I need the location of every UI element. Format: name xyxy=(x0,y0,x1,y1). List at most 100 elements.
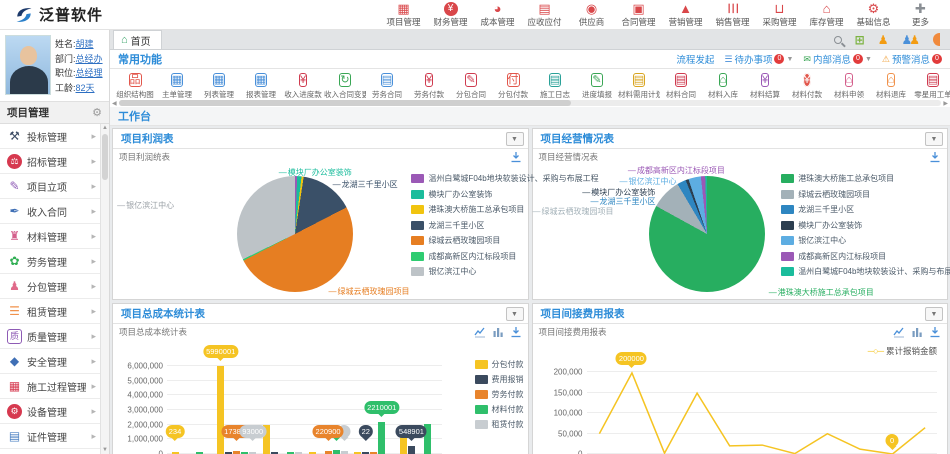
profile-field-value[interactable]: 总经理 xyxy=(75,68,103,79)
sidebar-item-partial[interactable]: ◍▸ xyxy=(0,449,100,454)
download-icon[interactable] xyxy=(510,326,522,338)
scroll-right-icon[interactable]: ▶ xyxy=(943,100,948,107)
function-item-6[interactable]: ▤ 劳务合同 xyxy=(366,70,408,99)
top-nav-item-9[interactable]: ⌂ 库存管理 xyxy=(803,2,850,27)
function-item-0[interactable]: 品组织结构图 xyxy=(114,70,156,99)
sidebar-item-质量管理[interactable]: 质质量管理 ▸ xyxy=(0,324,100,349)
line-chart-icon[interactable] xyxy=(473,326,486,338)
bar-材料付款[interactable] xyxy=(195,452,203,454)
function-item-2[interactable]: ▦ 列表管理 xyxy=(198,70,240,99)
bar-材料付款[interactable] xyxy=(241,452,249,454)
scroll-down-icon[interactable]: ▼ xyxy=(102,447,108,453)
bar-租赁付款[interactable] xyxy=(249,452,257,454)
function-item-1[interactable]: ▦ 主单管理 xyxy=(156,70,198,99)
top-nav-item-6[interactable]: ▲ 营销管理 xyxy=(662,2,709,27)
function-item-4[interactable]: ¥ 收入进度款 xyxy=(282,70,324,99)
top-nav-item-11[interactable]: ✚ 更多 xyxy=(897,2,944,27)
sidebar-item-招标管理[interactable]: ⚖ 招标管理 ▸ xyxy=(0,149,100,174)
sidebar-item-分包管理[interactable]: ♟ 分包管理 ▸ xyxy=(0,274,100,299)
top-nav-item-2[interactable]: ◕ 成本管理 xyxy=(474,2,521,27)
function-item-10[interactable]: ▤ 施工日志 xyxy=(534,70,576,99)
tab-home[interactable]: ⌂ 首页 xyxy=(113,30,162,49)
bar-chart-icon[interactable] xyxy=(911,326,923,338)
panel-dropdown-button[interactable]: ▼ xyxy=(505,131,524,146)
function-item-12[interactable]: ▤ 材料需用计划 xyxy=(618,70,660,99)
sidebar-item-收入合同[interactable]: ✒ 收入合同 ▸ xyxy=(0,199,100,224)
function-item-9[interactable]: 付分包付款 xyxy=(492,70,534,99)
app-icon-partial[interactable] xyxy=(933,33,940,46)
panel-dropdown-button[interactable]: ▼ xyxy=(925,131,943,146)
top-nav-item-5[interactable]: ▣ 合同管理 xyxy=(615,2,662,27)
bar-材料付款[interactable] xyxy=(332,450,340,454)
sidebar-item-材料管理[interactable]: ♜ 材料管理 ▸ xyxy=(0,224,100,249)
search-icon[interactable] xyxy=(833,35,842,44)
bar-材料付款[interactable] xyxy=(286,452,294,454)
bar-费用报销[interactable] xyxy=(270,451,278,454)
function-item-17[interactable]: ⌂ 材料申领 xyxy=(828,70,870,99)
profile-field-value[interactable]: 胡建 xyxy=(75,39,94,49)
sidebar-item-设备管理[interactable]: ⚙ 设备管理 ▸ xyxy=(0,399,100,424)
function-item-11[interactable]: ✎ 进度填报 xyxy=(576,70,618,99)
bar-费用报销[interactable] xyxy=(225,451,233,454)
profile-field-value[interactable]: 82天 xyxy=(75,82,95,93)
panel-dropdown-button[interactable]: ▼ xyxy=(925,306,943,321)
scroll-left-icon[interactable]: ◀ xyxy=(112,100,117,107)
function-item-3[interactable]: ▦ 报表管理 xyxy=(240,70,282,99)
bar-劳务付款[interactable] xyxy=(233,451,241,454)
top-nav-item-0[interactable]: ▦ 项目管理 xyxy=(380,2,427,27)
fullscreen-icon[interactable]: ⊞ xyxy=(854,32,865,47)
bar-劳务付款[interactable] xyxy=(370,452,378,454)
top-nav-item-10[interactable]: ⚙ 基础信息 xyxy=(850,2,897,27)
download-icon[interactable] xyxy=(929,326,941,338)
function-item-7[interactable]: ¥ 劳务付款 xyxy=(408,70,450,99)
top-nav-item-1[interactable]: ¥ 财务管理 xyxy=(427,2,474,27)
bar-费用报销[interactable] xyxy=(362,452,370,454)
process-start-link[interactable]: 流程发起 xyxy=(676,55,715,66)
alert-message-menu[interactable]: ⚠ 预警消息 0 xyxy=(882,52,942,66)
sidebar-item-租赁管理[interactable]: ☰ 租赁管理 ▸ xyxy=(0,299,100,324)
sidebar-scrollbar[interactable]: ▲ ▼ xyxy=(100,124,109,454)
download-icon[interactable] xyxy=(929,151,941,163)
bar-分包付款[interactable] xyxy=(171,452,179,454)
panel-dropdown-button[interactable]: ▼ xyxy=(505,306,524,321)
bar-chart-icon[interactable] xyxy=(492,326,504,338)
scroll-up-icon[interactable]: ▲ xyxy=(102,125,108,131)
function-item-13[interactable]: ▤ 材料合同 xyxy=(660,70,702,99)
top-nav-item-4[interactable]: ◉ 供应商 xyxy=(568,2,615,27)
function-item-18[interactable]: ⌂ 材料退库 xyxy=(870,70,912,99)
scrollbar-track[interactable] xyxy=(118,100,942,106)
function-item-19[interactable]: ▤ 零星用工单 xyxy=(912,70,950,99)
sidebar-item-投标管理[interactable]: ⚒ 投标管理 ▸ xyxy=(0,124,100,149)
profile-field-value[interactable]: 总经办 xyxy=(75,53,103,64)
scrollbar-thumb[interactable] xyxy=(102,134,108,180)
sidebar-item-安全管理[interactable]: ◆ 安全管理 ▸ xyxy=(0,349,100,374)
internal-message-menu[interactable]: ✉ 内部消息 0 ▼ xyxy=(803,53,872,67)
function-item-8[interactable]: ✎ 分包合同 xyxy=(450,70,492,99)
download-icon[interactable] xyxy=(510,151,522,163)
bar-分包付款[interactable] xyxy=(399,427,407,454)
function-item-14[interactable]: ⌂ 材料入库 xyxy=(702,70,744,99)
scrollbar-thumb[interactable] xyxy=(118,100,572,106)
function-item-5[interactable]: ↻ 收入合同变更签证 xyxy=(324,70,366,99)
top-nav-item-7[interactable]: ☰ 销售管理 xyxy=(709,2,756,27)
bar-分包付款[interactable] xyxy=(354,452,362,454)
sidebar-item-项目立项[interactable]: ✎ 项目立项 ▸ xyxy=(0,174,100,199)
bar-租赁付款[interactable] xyxy=(340,450,348,454)
bar-材料付款[interactable] xyxy=(423,423,431,454)
sidebar-item-施工过程管理[interactable]: ▦ 施工过程管理 ▸ xyxy=(0,374,100,399)
sidebar-item-劳务管理[interactable]: ✿ 劳务管理 ▸ xyxy=(0,249,100,274)
top-nav-item-3[interactable]: ▤ 应收应付 xyxy=(521,2,568,27)
gear-icon[interactable]: ⚙ xyxy=(92,107,102,119)
bar-分包付款[interactable] xyxy=(308,452,316,454)
users-icon[interactable]: ♟♟ xyxy=(901,32,920,47)
bar-费用报销[interactable] xyxy=(407,445,415,454)
bar-分包付款[interactable] xyxy=(262,424,270,454)
sidebar-item-证件管理[interactable]: ▤ 证件管理 ▸ xyxy=(0,424,100,449)
bar-材料付款[interactable] xyxy=(378,421,386,454)
line-chart-icon[interactable] xyxy=(893,326,905,338)
top-nav-item-8[interactable]: ⊔ 采购管理 xyxy=(756,2,803,27)
todo-menu[interactable]: ☰ 待办事项 0 ▼ xyxy=(724,53,794,67)
horizontal-scrollbar[interactable]: ◀ ▶ xyxy=(110,99,950,107)
function-item-15[interactable]: ¥ 材料结算 xyxy=(744,70,786,99)
bar-租赁付款[interactable] xyxy=(294,452,302,454)
